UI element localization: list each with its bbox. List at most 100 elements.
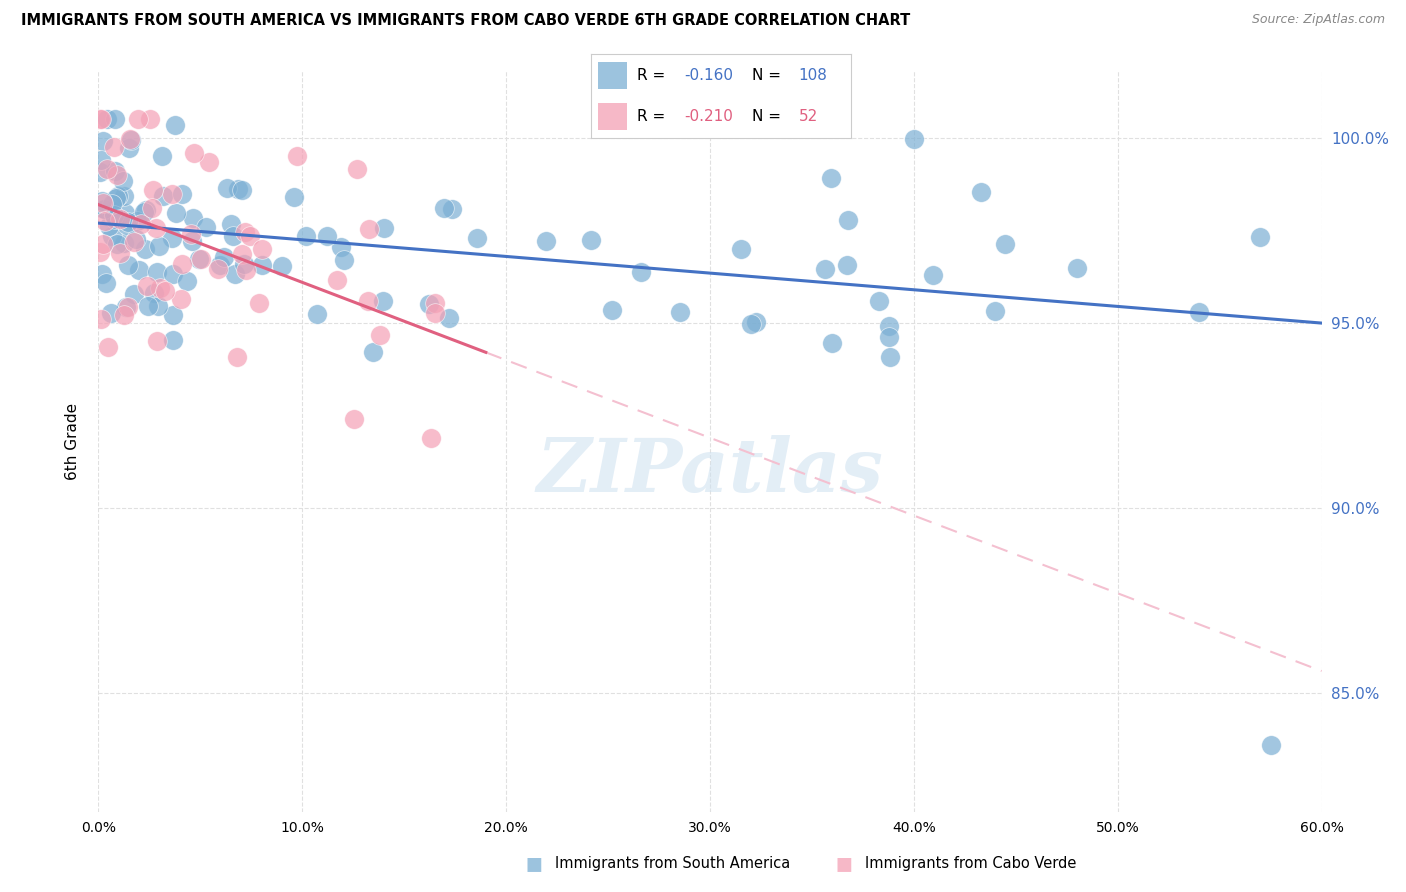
Point: [821, 335, 844, 350]
Text: ▪: ▪: [834, 849, 853, 878]
Point: [105, 191, 128, 205]
Point: [984, 304, 1007, 318]
Point: [146, 265, 169, 279]
Point: [103, 208, 125, 222]
Point: [120, 133, 142, 147]
Point: [103, 140, 125, 154]
Point: [127, 112, 149, 127]
Point: [96, 161, 118, 176]
Point: [212, 250, 235, 264]
Point: [117, 215, 139, 229]
Point: [122, 235, 145, 250]
Point: [333, 252, 356, 267]
Text: N =: N =: [752, 68, 786, 83]
Point: [91, 135, 114, 149]
Point: [343, 412, 366, 426]
Point: [90, 153, 112, 167]
Point: [181, 235, 204, 249]
Point: [112, 189, 135, 203]
Point: [231, 246, 253, 260]
Bar: [599, 103, 627, 130]
Point: [134, 204, 156, 219]
Point: [105, 236, 128, 251]
Point: [579, 234, 602, 248]
Point: [89, 112, 111, 127]
Point: [361, 345, 384, 359]
Point: [107, 168, 129, 182]
Point: [534, 234, 557, 248]
Point: [89, 165, 111, 179]
Point: [96, 112, 118, 127]
Point: [117, 301, 139, 315]
Point: [114, 205, 136, 219]
Point: [325, 273, 347, 287]
Point: [250, 243, 273, 257]
Point: [118, 141, 141, 155]
Point: [877, 318, 900, 333]
Point: [359, 222, 381, 236]
Point: [180, 227, 202, 241]
Point: [160, 186, 183, 201]
Point: [418, 297, 440, 311]
Point: [209, 258, 232, 272]
Point: [146, 334, 169, 349]
Point: [247, 296, 270, 310]
Point: [162, 267, 184, 281]
Point: [1249, 230, 1271, 244]
Point: [142, 183, 165, 197]
Point: [329, 240, 352, 254]
Point: [295, 229, 318, 244]
Point: [128, 263, 150, 277]
Point: [111, 174, 134, 188]
Text: R =: R =: [637, 109, 671, 124]
Point: [148, 299, 170, 313]
Point: [141, 201, 163, 215]
Point: [136, 299, 159, 313]
Point: [307, 307, 329, 321]
Point: [94, 213, 117, 227]
Point: [98, 219, 121, 233]
Point: [190, 252, 212, 266]
Point: [316, 229, 339, 244]
Text: 52: 52: [799, 109, 818, 124]
Point: [440, 202, 463, 216]
Point: [1260, 738, 1282, 752]
Point: [100, 306, 122, 320]
Point: [139, 112, 162, 127]
Text: N =: N =: [752, 109, 786, 124]
Point: [162, 333, 184, 347]
Point: [163, 118, 186, 132]
Point: [877, 330, 900, 344]
Point: [112, 308, 135, 322]
Point: [108, 246, 131, 260]
Point: [91, 268, 114, 282]
Point: [465, 231, 488, 245]
Point: [744, 315, 766, 329]
Point: [835, 258, 858, 272]
Point: [433, 201, 456, 215]
Bar: [599, 62, 627, 89]
Point: [104, 163, 127, 178]
Point: [152, 189, 174, 203]
Point: [145, 220, 167, 235]
Text: R =: R =: [637, 68, 671, 83]
Point: [837, 213, 859, 227]
Point: [226, 182, 249, 196]
Point: [149, 280, 172, 294]
Point: [730, 243, 752, 257]
Point: [219, 217, 242, 231]
Point: [668, 305, 690, 319]
Point: [117, 258, 139, 272]
Point: [153, 284, 176, 298]
Point: [124, 232, 146, 246]
Point: [187, 252, 209, 267]
Point: [176, 274, 198, 288]
Text: IMMIGRANTS FROM SOUTH AMERICA VS IMMIGRANTS FROM CABO VERDE 6TH GRADE CORRELATIO: IMMIGRANTS FROM SOUTH AMERICA VS IMMIGRA…: [21, 13, 910, 29]
Point: [104, 112, 127, 127]
Text: Immigrants from Cabo Verde: Immigrants from Cabo Verde: [865, 856, 1076, 871]
Point: [124, 287, 146, 301]
Point: [129, 217, 152, 231]
Point: [94, 276, 117, 290]
Point: [239, 228, 262, 243]
Point: [183, 146, 205, 161]
